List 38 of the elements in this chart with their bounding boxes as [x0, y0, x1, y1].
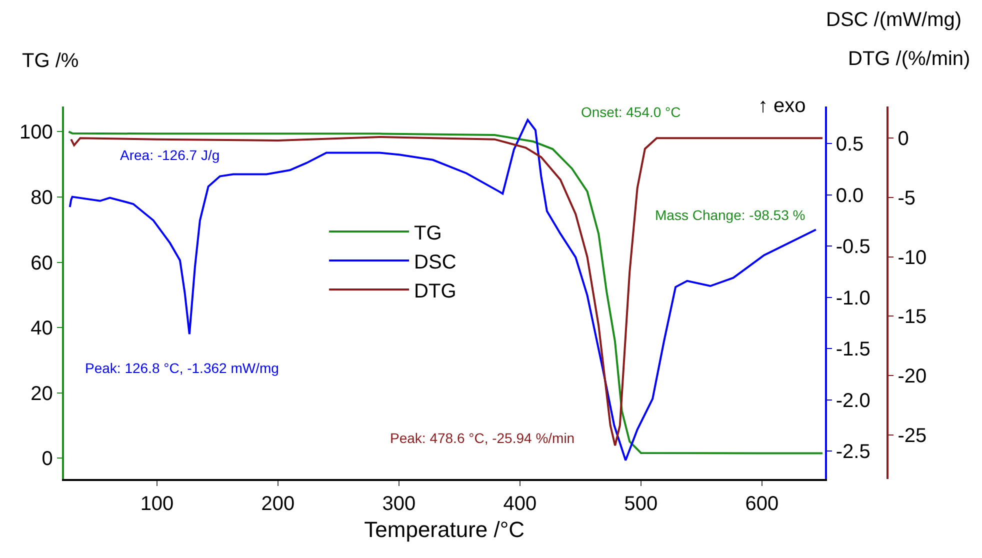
y3-tick-label: -10 [898, 246, 927, 269]
x-tick-label: 500 [624, 492, 658, 515]
y-tick-label: 20 [30, 382, 53, 405]
legend-label: DTG [414, 280, 456, 302]
annotation: Area: -126.7 J/g [120, 147, 220, 163]
x-tick-label: 200 [261, 492, 295, 515]
legend-label: TG [414, 222, 442, 244]
annotation: Peak: 478.6 °C, -25.94 %/min [390, 430, 575, 446]
y3-tick-label: -20 [898, 366, 927, 388]
annotation: Onset: 454.0 °C [581, 104, 681, 120]
y-tick-label: 0 [42, 448, 53, 470]
y-tick-label: 60 [30, 252, 53, 274]
y-axis-title: TG /% [22, 50, 79, 72]
y-tick-label: 40 [30, 318, 53, 340]
legend-label: DSC [414, 251, 456, 274]
x-axis-title: Temperature /°C [364, 517, 525, 542]
x-tick-label: 100 [140, 492, 174, 515]
x-tick-label: 600 [745, 492, 779, 515]
y2-tick-label: -1.5 [836, 338, 870, 361]
y3-tick-label: -5 [898, 187, 916, 210]
y3-tick-label: -25 [898, 424, 927, 447]
y3-axis-title: DTG /(%/min) [848, 48, 970, 70]
annotation: Mass Change: -98.53 % [655, 207, 806, 223]
y2-tick-label: -2.5 [836, 441, 870, 464]
x-tick-label: 400 [503, 492, 537, 515]
y-tick-label: 80 [30, 187, 53, 210]
annotation: Peak: 126.8 °C, -1.362 mW/mg [85, 360, 279, 376]
y-tick-label: 100 [19, 122, 53, 144]
y2-axis-title: DSC /(mW/mg) [826, 9, 962, 31]
y2-tick-label: 0.0 [836, 184, 864, 207]
y3-tick-label: -15 [898, 306, 927, 328]
annotation: ↑ exo [758, 95, 806, 117]
y2-tick-label: -2.0 [836, 390, 870, 412]
y2-tick-label: -0.5 [836, 236, 870, 258]
y3-tick-label: 0 [898, 128, 909, 150]
x-tick-label: 300 [382, 492, 416, 515]
y2-tick-label: 0.5 [836, 133, 864, 156]
y2-tick-label: -1.0 [836, 287, 870, 310]
